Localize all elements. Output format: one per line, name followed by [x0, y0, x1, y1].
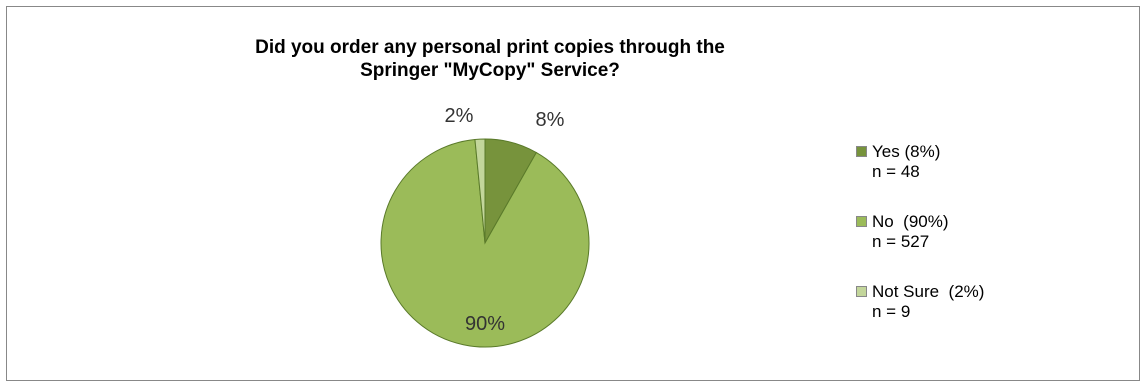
data-label-not-sure: 2% — [445, 105, 474, 127]
legend-swatch-not-sure — [856, 286, 867, 297]
chart-title-line-2: Springer "MyCopy" Service? — [360, 60, 620, 81]
legend-count-yes: n = 48 — [872, 162, 920, 181]
legend-count-not-sure: n = 9 — [872, 302, 911, 321]
legend-label-yes: Yes (8%) — [872, 142, 941, 161]
pie-data-labels: 8% 90% 2% — [445, 105, 565, 335]
pie-slices — [380, 138, 590, 348]
data-label-yes: 8% — [536, 109, 565, 131]
legend-label-no: No (90%) — [872, 212, 949, 231]
legend-swatch-yes — [856, 146, 867, 157]
legend-label-not-sure: Not Sure (2%) — [872, 282, 985, 301]
data-label-no: 90% — [465, 313, 505, 335]
chart-title: Did you order any personal print copies … — [190, 36, 790, 82]
legend-swatch-no — [856, 216, 867, 227]
chart-title-line-1: Did you order any personal print copies … — [255, 37, 725, 58]
pie-slice-not-sure — [474, 138, 486, 244]
pie-slice-no — [380, 138, 590, 348]
legend-count-no: n = 527 — [872, 232, 930, 251]
